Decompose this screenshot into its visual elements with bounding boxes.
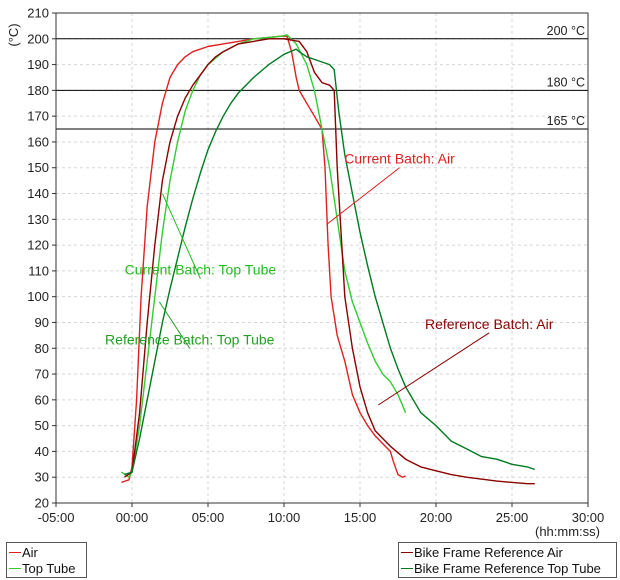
y-tick-label: 40 xyxy=(35,444,49,459)
axes: 20 30 40 50 60 70 80 90 100 110 120 130 140 150 160 170… xyxy=(6,6,604,540)
y-tick-label: 160 xyxy=(27,134,49,149)
y-tick-label: 130 xyxy=(27,212,49,227)
series-line-bike-frame-reference-top-tube xyxy=(124,48,536,476)
annotation-leader xyxy=(158,301,191,349)
legend-label: Top Tube xyxy=(22,560,76,576)
legend-swatch-top-tube xyxy=(9,567,21,569)
x-tick-label: 25:00 xyxy=(496,510,529,525)
annotation-label: Reference Batch: Top Tube xyxy=(105,331,275,347)
legend-swatch-ref-top-tube xyxy=(401,567,413,569)
y-tick-label: 120 xyxy=(27,238,49,253)
reference-line-label: 200 °C xyxy=(547,24,585,38)
x-tick-label: 20:00 xyxy=(420,510,453,525)
legend-right: Bike Frame Reference Air Bike Frame Refe… xyxy=(398,542,617,578)
x-tick-label: 30:00 xyxy=(572,510,605,525)
y-tick-label: 70 xyxy=(35,367,49,382)
series-line-bike-frame-reference-air xyxy=(124,38,535,485)
y-tick-label: 140 xyxy=(27,186,49,201)
y-tick-label: 80 xyxy=(35,341,49,356)
annotation-leader xyxy=(161,193,201,279)
reference-line-label: 165 °C xyxy=(547,114,585,128)
grid xyxy=(55,12,589,504)
y-tick-label: 100 xyxy=(27,289,49,304)
plot-frame xyxy=(55,12,589,504)
legend-left: Air Top Tube xyxy=(6,542,87,578)
x-tick-label: -05:00 xyxy=(38,510,75,525)
reference-line-label: 180 °C xyxy=(547,75,585,89)
reference-lines: 200 °C 180 °C 165 °C xyxy=(56,24,588,130)
legend-item-ref-air[interactable]: Bike Frame Reference Air xyxy=(401,544,613,560)
series-line-top-tube xyxy=(121,34,407,478)
x-tick-label: 05:00 xyxy=(192,510,225,525)
x-axis-label: (hh:mm:ss) xyxy=(535,524,600,539)
y-axis-label: (°C) xyxy=(6,23,21,46)
y-tick-label: 180 xyxy=(27,83,49,98)
y-tick-label: 110 xyxy=(28,263,49,278)
y-tick-label: 30 xyxy=(35,470,49,485)
legend-item-air[interactable]: Air xyxy=(9,544,83,560)
legend-item-ref-top-tube[interactable]: Bike Frame Reference Top Tube xyxy=(401,560,613,576)
annotation-label: Current Batch: Air xyxy=(344,151,455,167)
y-tick-label: 50 xyxy=(35,418,49,433)
x-tick-label: 00:00 xyxy=(116,510,149,525)
y-tick-label: 210 xyxy=(27,6,49,21)
x-tick-label: 10:00 xyxy=(268,510,301,525)
annotation-leader xyxy=(377,332,490,406)
series-lines xyxy=(121,34,536,485)
y-tick-label: 20 xyxy=(35,496,49,511)
legend-item-top-tube[interactable]: Top Tube xyxy=(9,560,83,576)
annotation-label: Reference Batch: Air xyxy=(425,316,554,332)
y-tick-label: 60 xyxy=(35,392,49,407)
annotation-label: Current Batch: Top Tube xyxy=(125,262,277,278)
series-line-air xyxy=(121,35,406,484)
annotation-leader xyxy=(326,167,400,225)
y-tick-label: 200 xyxy=(27,31,49,46)
legend-label: Bike Frame Reference Top Tube xyxy=(414,560,601,576)
y-tick-label: 150 xyxy=(27,160,49,175)
x-tick-label: 15:00 xyxy=(344,510,377,525)
legend-swatch-air xyxy=(9,551,21,553)
legend-label: Air xyxy=(22,544,38,560)
legend-label: Bike Frame Reference Air xyxy=(414,544,563,560)
annotations: Current Batch: Air Current Batch: Top Tub… xyxy=(105,151,554,406)
y-tick-label: 90 xyxy=(35,315,49,330)
y-tick-label: 190 xyxy=(27,57,49,72)
legend-swatch-ref-air xyxy=(401,551,413,553)
y-tick-label: 170 xyxy=(27,109,49,124)
